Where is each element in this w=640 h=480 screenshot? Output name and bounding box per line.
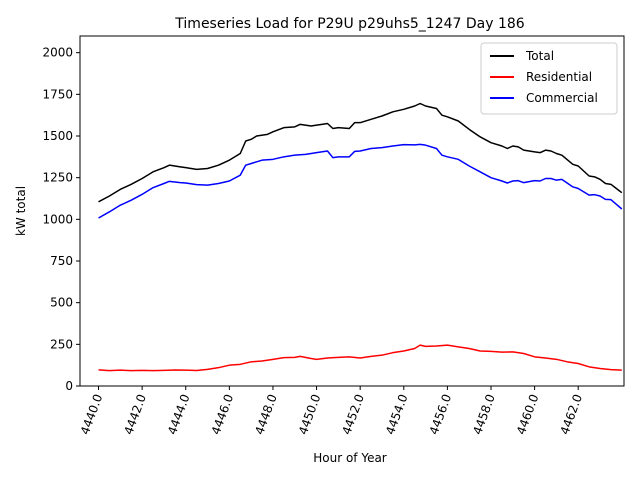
x-axis-label: Hour of Year (313, 451, 387, 465)
y-tick-label: 500 (50, 296, 73, 310)
x-tick-label: 4460.0 (514, 392, 542, 436)
y-tick-label: 1500 (42, 129, 73, 143)
x-axis: 4440.0 4442.0 4444.0 4446.0 4448.0 4450.0 4452… (78, 386, 585, 436)
y-tick-label: 250 (50, 337, 73, 351)
series-line-residential (98, 344, 622, 372)
x-tick-label: 4446.0 (209, 392, 237, 436)
series-line-commercial (98, 143, 623, 219)
legend-label-total: Total (525, 49, 554, 63)
y-axis: 0 250 500 750 1000 1250 1500 1750 2000 (42, 46, 80, 393)
x-tick-label: 4444.0 (165, 392, 193, 436)
x-tick-label: 4462.0 (558, 392, 586, 436)
y-axis-label: kW total (14, 186, 28, 236)
y-tick-label: 1000 (42, 212, 73, 226)
legend: Total Residential Commercial (480, 42, 618, 115)
x-tick-label: 4442.0 (121, 392, 149, 436)
legend-label-commercial: Commercial (526, 91, 598, 105)
x-tick-label: 4448.0 (252, 392, 280, 436)
x-tick-label: 4454.0 (383, 392, 411, 436)
plot-series (98, 102, 623, 372)
x-tick-label: 4450.0 (296, 392, 324, 436)
x-tick-label: 4440.0 (78, 392, 106, 436)
y-tick-label: 1750 (42, 87, 73, 101)
legend-label-residential: Residential (526, 70, 592, 84)
x-tick-label: 4452.0 (339, 392, 367, 436)
y-tick-label: 1250 (42, 171, 73, 185)
y-tick-label: 750 (50, 254, 73, 268)
y-tick-label: 0 (65, 379, 73, 393)
legend-box (480, 42, 618, 115)
y-tick-label: 2000 (42, 46, 73, 60)
x-tick-label: 4456.0 (427, 392, 455, 436)
plot-frame (79, 35, 625, 387)
chart-title: Timeseries Load for P29U p29uhs5_1247 Da… (174, 16, 524, 32)
series-line-total (98, 102, 623, 203)
x-tick-label: 4458.0 (470, 392, 498, 436)
